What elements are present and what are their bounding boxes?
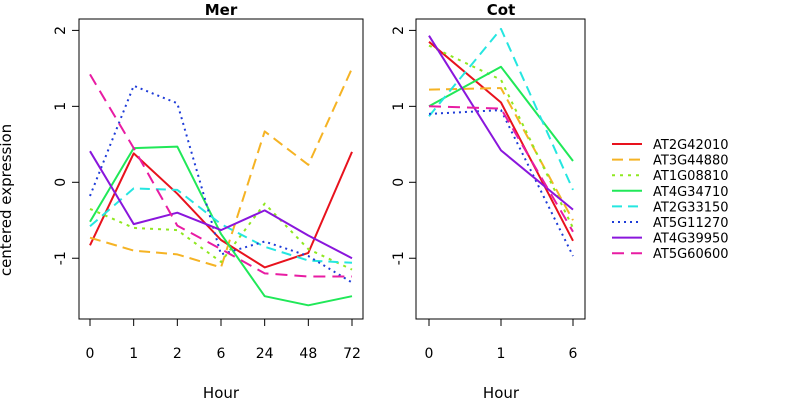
y-axis-mer: -1 0 1 2 [53,26,80,265]
legend-label-at4g39950: AT4G39950 [653,232,729,247]
x-tick-label: 2 [173,346,182,362]
y-tick-label: 0 [53,178,69,187]
series-layer-cot [428,27,574,257]
series-line-at5g60600 [89,73,352,278]
series-line-at3g44880 [89,67,353,269]
series-layer-mer [89,67,353,307]
legend-label-at2g33150: AT2G33150 [653,200,729,215]
panel-mer: Mer 0 1 2 6 24 48 72 -1 0 1 2 Hour centered expre… [0,1,364,400]
x-tick-label: 24 [256,346,274,362]
series-line-at1g08810 [89,202,353,271]
y-tick-label: 1 [391,102,407,111]
legend-label-at4g34710: AT4G34710 [653,185,729,200]
legend: AT2G42010AT3G44880AT1G08810AT4G34710AT2G… [612,138,729,262]
legend-label-at1g08810: AT1G08810 [653,169,729,184]
x-tick-label: 72 [343,346,361,362]
legend-label-at5g11270: AT5G11270 [653,216,729,231]
panel-cot: Cot 0 1 6 -1 0 1 2 Hour [391,1,586,400]
plot-frame-cot [415,18,586,320]
series-line-at5g11270 [89,84,353,284]
x-tick-label: 48 [299,346,317,362]
y-tick-label: -1 [53,251,69,265]
series-line-at2g42010 [428,41,574,242]
y-axis-cot: -1 0 1 2 [391,26,417,265]
legend-label-at2g42010: AT2G42010 [653,138,729,153]
x-tick-label: 1 [129,346,138,362]
x-tick-label: 0 [86,346,95,362]
y-tick-label: 2 [53,26,69,35]
y-tick-label: 0 [391,178,407,187]
chart-title-cot: Cot [487,1,515,19]
legend-label-at5g60600: AT5G60600 [653,247,729,262]
series-line-at2g33150 [89,187,353,264]
x-axis-mer: 0 1 2 6 24 48 72 [86,318,361,362]
y-axis-label: centered expression [0,124,15,276]
x-axis-label-cot: Hour [483,384,520,400]
x-tick-label: 6 [217,346,226,362]
x-axis-cot: 0 1 6 [425,318,578,362]
series-line-at3g44880 [428,87,574,221]
chart-title-mer: Mer [205,1,238,19]
series-line-at2g33150 [428,27,574,191]
series-line-at5g11270 [428,109,574,257]
series-line-at4g39950 [428,35,574,211]
series-line-at4g39950 [89,150,353,260]
series-line-at2g42010 [89,151,353,269]
x-tick-label: 6 [569,346,578,362]
series-line-at1g08810 [428,44,574,229]
series-line-at4g34710 [428,65,574,162]
x-tick-label: 0 [425,346,434,362]
legend-label-at3g44880: AT3G44880 [653,154,729,169]
y-tick-label: 2 [391,26,407,35]
y-tick-label: -1 [391,251,407,265]
y-tick-label: 1 [53,102,69,111]
series-line-at5g60600 [428,105,574,233]
x-axis-label-mer: Hour [203,384,240,400]
x-tick-label: 1 [497,346,506,362]
